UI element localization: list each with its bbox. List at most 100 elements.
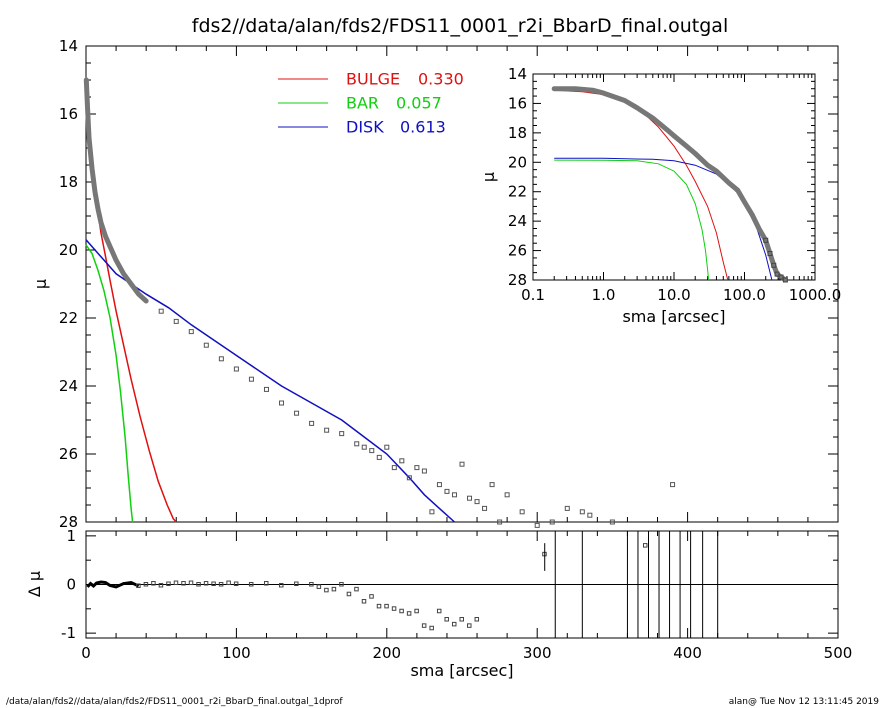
residual-point: [218, 582, 224, 587]
main-data-point: [406, 475, 412, 481]
residual-point: [151, 581, 156, 586]
main-data-point: [354, 441, 360, 447]
main-data-point: [670, 482, 676, 488]
residual-point: [346, 591, 352, 597]
inset-y-tick-label: 26: [508, 242, 527, 260]
inset-y-tick-label: 28: [508, 271, 527, 289]
legend-bulge-value: 0.330: [418, 70, 464, 89]
main-y-tick-label: 14: [59, 37, 78, 55]
main-plot-area: [83, 77, 676, 528]
footer-user-date: alan@ Tue Nov 12 13:11:45 2019: [729, 697, 880, 707]
residual-point: [196, 582, 201, 587]
main-data-point: [467, 495, 473, 501]
inset-data-point: [774, 271, 780, 277]
main-data-point: [579, 509, 585, 515]
inset-y-label: μ: [479, 172, 498, 182]
residual-point: [324, 587, 329, 593]
main-data-point: [587, 512, 593, 518]
residual-plot-area: [86, 531, 838, 638]
main-data-point: [414, 465, 420, 471]
residual-x-tick-label: 300: [523, 644, 552, 662]
inset-background: [533, 74, 815, 280]
main-axes: 14 16 18 20 22 24 26 28: [59, 37, 839, 531]
main-data-point: [361, 444, 367, 450]
main-data-point: [451, 492, 457, 498]
main-y-tick-label: 16: [59, 105, 78, 123]
main-data-point: [421, 468, 427, 474]
residual-point: [203, 581, 209, 586]
residual-point: [188, 580, 194, 586]
residual-x-tick-label: 200: [372, 644, 401, 662]
residual-point: [436, 608, 442, 614]
plot-title: fds2//data/alan/fds2/FDS11_0001_r2i_Bbar…: [192, 15, 728, 37]
inset-x-tick-label: 1.0: [592, 286, 616, 304]
inset-data-point: [763, 237, 769, 243]
main-data-point: [444, 488, 450, 494]
inset-data-point: [771, 262, 777, 268]
residual-axes: 0 100 200 300 400 500 1 0 -1: [61, 527, 852, 662]
residual-point: [173, 580, 179, 586]
residual-x-label: sma [arcsec]: [410, 661, 513, 680]
main-data-point: [609, 519, 615, 525]
main-data-point: [482, 505, 488, 511]
main-y-tick-label: 18: [59, 173, 78, 191]
legend-bulge-label: BULGE: [346, 70, 400, 89]
residual-point: [181, 581, 186, 586]
residual-point: [384, 603, 389, 609]
inset-plot-area: [551, 86, 788, 283]
legend-bar-label: BAR: [346, 94, 379, 113]
main-data-point: [369, 448, 375, 454]
residual-x-tick-label: 100: [222, 644, 251, 662]
main-disk-line: [85, 239, 456, 523]
legend-disk-label: DISK: [346, 118, 384, 137]
main-data-point: [188, 329, 194, 335]
main-data-point: [429, 509, 435, 515]
residual-point: [399, 608, 404, 614]
residual-point: [233, 581, 239, 587]
main-data-point: [339, 431, 345, 437]
main-data-band: [83, 77, 149, 304]
residual-point: [369, 594, 374, 599]
residual-point: [414, 608, 419, 614]
residual-x-tick-label: 500: [824, 644, 853, 662]
main-data-point: [294, 410, 300, 416]
main-data-point: [399, 458, 405, 464]
residual-point: [376, 603, 382, 609]
main-data-point: [248, 376, 254, 382]
residual-point: [421, 623, 427, 628]
main-data-point: [173, 318, 179, 324]
inset-y-tick-label: 18: [508, 124, 527, 142]
footer-file-path: /data/alan/fds2//data/alan/fds2/FDS11_00…: [6, 697, 343, 707]
main-data-point: [203, 342, 209, 348]
residual-point: [331, 586, 337, 592]
residual-point: [226, 580, 231, 586]
legend-disk-value: 0.613: [400, 118, 446, 137]
legend: BULGE 0.330 BAR 0.057 DISK 0.613: [278, 70, 464, 137]
inset-y-tick-label: 22: [508, 183, 527, 201]
residual-point: [406, 611, 412, 616]
main-y-tick-label: 20: [59, 241, 78, 259]
inset-axes: 0.1 1.0 10.0 100.0 1000.0 14 16 18 20 22 24 26 28: [508, 65, 841, 304]
inset-x-tick-label: 10.0: [657, 286, 690, 304]
residual-point: [316, 584, 322, 589]
main-data-point: [391, 465, 397, 471]
main-data-point: [564, 505, 570, 511]
residual-point: [459, 617, 464, 622]
residual-inner-band: [86, 580, 140, 589]
residual-point: [158, 582, 164, 588]
inset-data-point: [778, 274, 784, 280]
residual-point: [474, 617, 480, 622]
main-bar-line: [85, 244, 134, 523]
main-data-point: [497, 519, 503, 525]
inset-bar-line: [554, 159, 710, 281]
main-y-tick-label: 26: [59, 445, 78, 463]
main-y-tick-label: 28: [59, 513, 78, 531]
residual-point: [263, 581, 269, 586]
main-data-point: [279, 400, 285, 406]
residual-point: [361, 599, 367, 604]
inset-data-point: [767, 251, 773, 257]
residual-point: [309, 582, 314, 587]
residual-point: [444, 617, 449, 622]
